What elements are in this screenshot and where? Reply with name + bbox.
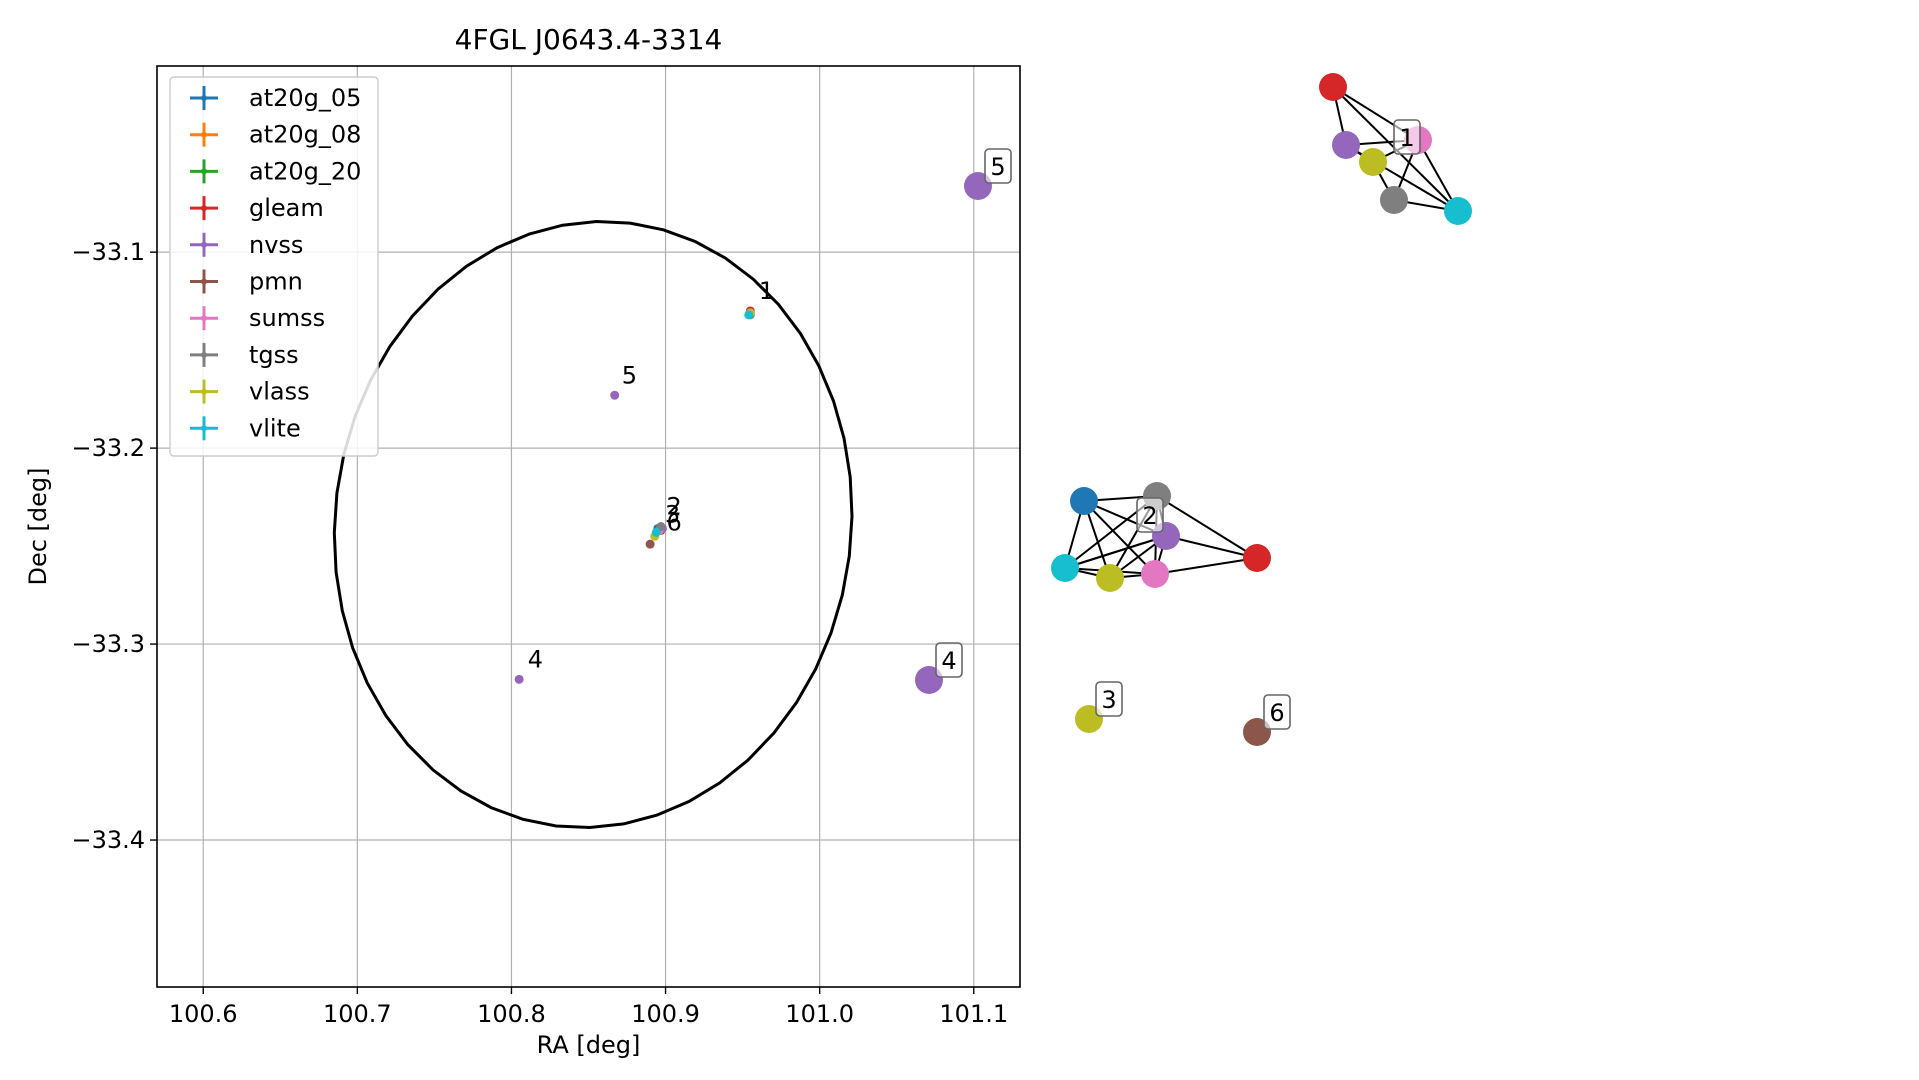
legend-marker-dot bbox=[201, 388, 207, 395]
legend-entry-vlite: vlite bbox=[190, 414, 301, 442]
x-tick-label: 100.9 bbox=[631, 1000, 700, 1028]
x-tick-label: 101.1 bbox=[939, 1000, 1008, 1028]
network-label-box bbox=[1136, 497, 1164, 533]
point-vlite bbox=[651, 527, 661, 537]
point-label: 4 bbox=[528, 646, 543, 674]
legend-label: at20g_20 bbox=[249, 157, 361, 185]
y-tick-label: −33.4 bbox=[71, 826, 145, 854]
y-tick-label: −33.3 bbox=[71, 630, 145, 658]
network-node bbox=[1380, 186, 1408, 214]
legend-entry-pmn: pmn bbox=[190, 268, 303, 296]
localization-ellipse-layer bbox=[332, 219, 854, 830]
point-pmn bbox=[645, 539, 655, 549]
y-axis-label: Dec [deg] bbox=[24, 467, 52, 585]
legend-label: at20g_05 bbox=[249, 84, 361, 112]
chart-title: 4FGL J0643.4-3314 bbox=[455, 23, 723, 56]
legend-entry-at20g_05: at20g_05 bbox=[190, 84, 361, 112]
network-group: 5 bbox=[964, 148, 1012, 200]
legend-label: vlass bbox=[249, 378, 310, 406]
network-graph: 1 5 2 4 3 6 bbox=[915, 73, 1472, 746]
network-node bbox=[1359, 148, 1387, 176]
legend-label: nvss bbox=[249, 231, 303, 259]
x-tick-label: 100.8 bbox=[477, 1000, 546, 1028]
legend-box bbox=[169, 76, 379, 457]
y-ticks: −33.1 −33.2 −33.3 −33.4 bbox=[71, 238, 157, 854]
legend-marker-dot bbox=[201, 425, 207, 432]
legend-marker-dot bbox=[201, 315, 207, 322]
legend-marker-dot bbox=[201, 205, 207, 212]
network-edge bbox=[1064, 535, 1167, 569]
point-label: 1 bbox=[759, 277, 774, 305]
network-node bbox=[1332, 131, 1360, 159]
network-edge bbox=[1154, 557, 1258, 575]
legend-label: tgss bbox=[249, 341, 299, 369]
legend-label: vlite bbox=[249, 414, 301, 442]
network-group: 6 bbox=[1243, 694, 1291, 746]
y-tick-label: −33.2 bbox=[71, 434, 145, 462]
x-tick-label: 101.0 bbox=[785, 1000, 854, 1028]
point-nvss bbox=[514, 674, 524, 684]
legend-entry-sumss: sumss bbox=[190, 304, 325, 332]
legend-marker-dot bbox=[201, 241, 207, 248]
x-tick-label: 100.7 bbox=[323, 1000, 392, 1028]
legend-marker-dot bbox=[201, 95, 207, 101]
network-label: 6 bbox=[1269, 699, 1284, 727]
legend-marker-dot bbox=[201, 351, 207, 358]
network-group: 1 bbox=[1319, 73, 1472, 225]
network-group: 3 bbox=[1075, 681, 1123, 733]
network-label: 1 bbox=[1399, 124, 1414, 152]
network-label-box bbox=[935, 642, 963, 678]
x-tick-label: 100.6 bbox=[169, 1000, 238, 1028]
legend-entry-at20g_20: at20g_20 bbox=[190, 157, 361, 185]
legend-label: gleam bbox=[249, 194, 324, 222]
network-node bbox=[1444, 197, 1472, 225]
network-group: 4 bbox=[915, 642, 963, 694]
network-node bbox=[1243, 544, 1271, 572]
network-label: 4 bbox=[941, 647, 956, 675]
data-points bbox=[514, 306, 755, 684]
legend-label: sumss bbox=[249, 304, 325, 332]
y-tick-label: −33.1 bbox=[71, 238, 145, 266]
point-label: 5 bbox=[622, 361, 637, 389]
network-label: 5 bbox=[990, 153, 1005, 181]
legend-marker-dot bbox=[201, 131, 207, 138]
legend-label: at20g_08 bbox=[249, 121, 361, 149]
network-label-box bbox=[1095, 681, 1123, 717]
legend-marker-dot bbox=[201, 278, 207, 285]
network-group: 2 bbox=[1051, 482, 1271, 592]
x-ticks: 100.6 100.7 100.8 100.9 101.0 101.1 bbox=[169, 987, 1008, 1028]
network-edge bbox=[1165, 535, 1258, 559]
network-label: 2 bbox=[1142, 502, 1157, 530]
network-label: 3 bbox=[1101, 686, 1116, 714]
network-node bbox=[1051, 554, 1079, 582]
legend-entry-at20g_08: at20g_08 bbox=[190, 121, 361, 149]
point-label: 2 bbox=[666, 493, 681, 521]
network-node bbox=[1096, 564, 1124, 592]
network-label-box bbox=[984, 148, 1012, 184]
legend-entry-gleam: gleam bbox=[190, 194, 324, 222]
network-node bbox=[1070, 487, 1098, 515]
legend-entry-vlass: vlass bbox=[190, 378, 310, 406]
network-node bbox=[1141, 560, 1169, 588]
plot-frame bbox=[156, 65, 1021, 988]
network-edge bbox=[1156, 495, 1258, 559]
localization-ellipse bbox=[332, 219, 854, 830]
point-label: 3 bbox=[665, 501, 680, 529]
point-nvss bbox=[610, 390, 620, 400]
point-vlite bbox=[744, 310, 754, 320]
scatter-chart: 1 5 236 4 100.6 100.7 100.8 100.9 101.0 101.1 −3… bbox=[24, 23, 1021, 1059]
network-edge bbox=[1083, 500, 1156, 575]
x-axis-label: RA [deg] bbox=[537, 1031, 641, 1059]
network-label-box bbox=[1393, 119, 1421, 155]
legend-marker-dot bbox=[201, 168, 207, 175]
point-label: 6 bbox=[666, 508, 681, 536]
legend-label: pmn bbox=[249, 268, 303, 296]
legend-entry-tgss: tgss bbox=[190, 341, 299, 369]
point-labels: 1 5 236 4 bbox=[528, 277, 774, 673]
legend-entry-nvss: nvss bbox=[190, 231, 303, 259]
network-label-box bbox=[1263, 694, 1291, 730]
network-node bbox=[1319, 73, 1347, 101]
